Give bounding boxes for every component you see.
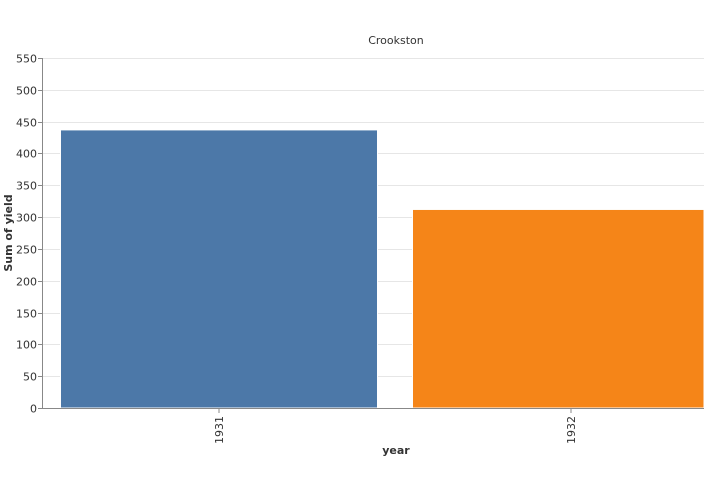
y-tick-label: 500 (16, 85, 37, 98)
y-axis-title: Sum of yield (2, 194, 15, 271)
bars (60, 129, 704, 409)
y-tick-label: 450 (16, 117, 37, 130)
y-tick-label: 400 (16, 148, 37, 161)
y-tick-label: 300 (16, 212, 37, 225)
bar-1932 (412, 208, 704, 409)
y-axis: 0 50 100 150 200 250 300 350 400 450 500 550 (16, 53, 43, 416)
y-tick-label: 250 (16, 244, 37, 257)
y-tick-label: 350 (16, 180, 37, 193)
y-tick-label: 0 (30, 403, 37, 416)
bar-1931 (60, 129, 378, 409)
x-axis: 1931 1932 (43, 408, 704, 444)
y-tick-label: 150 (16, 308, 37, 321)
x-axis-title: year (382, 444, 410, 457)
x-tick-label: 1931 (213, 416, 226, 444)
y-tick-label: 550 (16, 53, 37, 66)
y-tick-label: 200 (16, 276, 37, 289)
y-tick-label: 50 (23, 371, 37, 384)
y-tick-label: 100 (16, 339, 37, 352)
chart-title: Crookston (368, 34, 424, 47)
x-tick-label: 1932 (565, 416, 578, 444)
